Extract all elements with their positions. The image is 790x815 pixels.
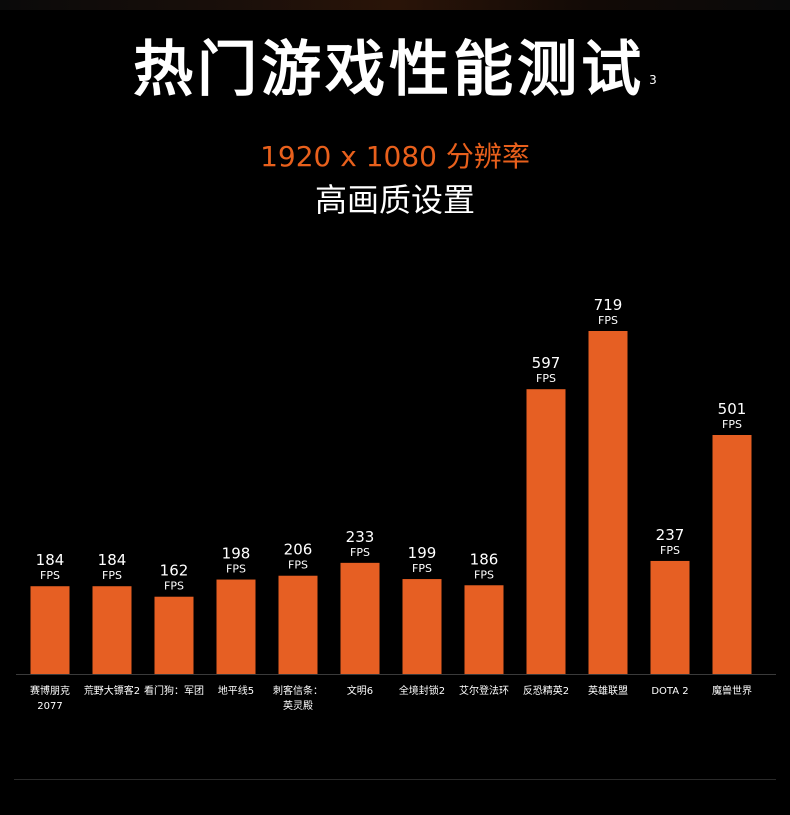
- category-label: 刺客信条：: [273, 684, 323, 697]
- bar-value-label: 162: [160, 562, 189, 580]
- bar-7: [402, 579, 442, 674]
- title-footnote: 3: [649, 73, 657, 87]
- bar-10: [588, 331, 628, 674]
- bar-unit-label: FPS: [474, 568, 494, 581]
- bar-8: [464, 585, 504, 674]
- page-title: 热门游戏性能测试 3: [0, 28, 790, 112]
- bar-unit-label: FPS: [40, 569, 60, 582]
- category-label: 反恐精英2: [523, 684, 569, 697]
- bar-unit-label: FPS: [164, 580, 184, 593]
- bar-value-label: 199: [408, 544, 437, 562]
- bar-value-label: 198: [222, 545, 251, 563]
- bar-6: [340, 562, 380, 674]
- bar-value-label: 184: [36, 551, 65, 569]
- title-text: 热门游戏性能测试: [133, 35, 646, 105]
- bar-unit-label: FPS: [722, 418, 742, 431]
- bar-unit-label: FPS: [288, 559, 308, 572]
- bar-unit-label: FPS: [598, 314, 618, 327]
- category-label: 荒野大镖客2: [84, 684, 140, 697]
- category-label: 艾尔登法环: [459, 684, 509, 697]
- bar-9: [526, 389, 566, 674]
- bar-value-label: 237: [656, 526, 685, 544]
- category-label: 赛博朋克: [30, 684, 70, 697]
- category-label: 英雄联盟: [588, 684, 628, 697]
- bar-unit-label: FPS: [226, 563, 246, 576]
- bar-unit-label: FPS: [536, 372, 556, 385]
- bar-1: [30, 586, 70, 674]
- bar-12: [712, 434, 752, 674]
- category-label: 看门狗：军团: [144, 684, 204, 697]
- category-label: 英灵殿: [283, 699, 313, 712]
- category-label: 全境封锁2: [399, 684, 445, 697]
- bar-4: [216, 579, 256, 674]
- category-label: DOTA 2: [651, 686, 688, 697]
- bar-unit-label: FPS: [412, 562, 432, 575]
- bar-value-label: 597: [532, 354, 561, 372]
- bar-value-label: 719: [594, 296, 623, 314]
- bar-2: [92, 586, 132, 674]
- category-label: 文明6: [347, 684, 373, 697]
- category-label: 魔兽世界: [712, 684, 752, 697]
- bar-value-label: 184: [98, 551, 127, 569]
- bar-unit-label: FPS: [102, 569, 122, 582]
- quality-subtitle: 高画质设置: [314, 181, 475, 219]
- resolution-subtitle: 1920 x 1080 分辨率: [260, 140, 530, 173]
- bar-value-label: 233: [346, 528, 375, 546]
- bottom-divider: [14, 779, 776, 780]
- category-label: 地平线5: [218, 684, 254, 697]
- bar-value-label: 501: [718, 400, 747, 418]
- bar-unit-label: FPS: [660, 544, 680, 557]
- category-label: 2077: [37, 701, 62, 712]
- bar-value-label: 186: [470, 550, 499, 568]
- bar-11: [650, 560, 690, 674]
- bar-3: [154, 596, 194, 674]
- bar-value-label: 206: [284, 541, 313, 559]
- bar-unit-label: FPS: [350, 546, 370, 559]
- bar-5: [278, 575, 318, 674]
- top-decorative-strip: [0, 0, 790, 10]
